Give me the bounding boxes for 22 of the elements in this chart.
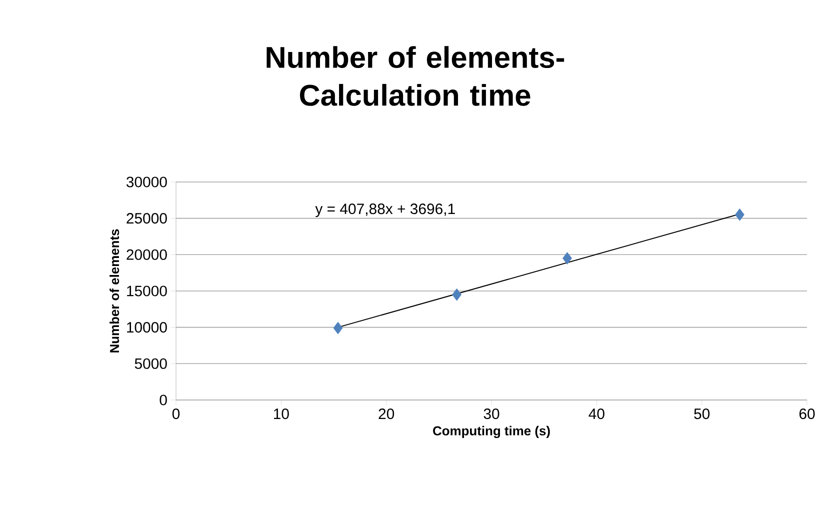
x-tick-label: 60 — [799, 408, 815, 420]
x-tick-label: 10 — [274, 408, 289, 420]
y-tick-label: 0 — [160, 394, 167, 406]
y-tick-label: 15000 — [127, 286, 167, 296]
x-tick-label: 40 — [588, 408, 604, 420]
x-tick-label: 20 — [378, 408, 394, 420]
annotation: y = 407,88x + 3696,1 — [315, 204, 455, 218]
point — [562, 252, 572, 264]
y-tick-label: 10000 — [127, 322, 167, 333]
x-tick-label: 30 — [484, 408, 500, 420]
point — [333, 322, 343, 334]
x-axis-title: Computing time (s) — [433, 426, 550, 438]
y-tick-label: 20000 — [126, 249, 167, 260]
y-tick-label: 5000 — [134, 358, 167, 369]
y-axis-title: Number of elements — [110, 229, 120, 352]
y-tick-label: 25000 — [126, 213, 167, 224]
point — [452, 288, 462, 301]
x-tick-label: 50 — [694, 408, 710, 420]
chart-title: Number of elements-Calculation time — [266, 46, 564, 106]
y-tick-label: 30000 — [126, 176, 167, 188]
point — [735, 208, 744, 221]
x-tick-label: 0 — [172, 408, 180, 420]
